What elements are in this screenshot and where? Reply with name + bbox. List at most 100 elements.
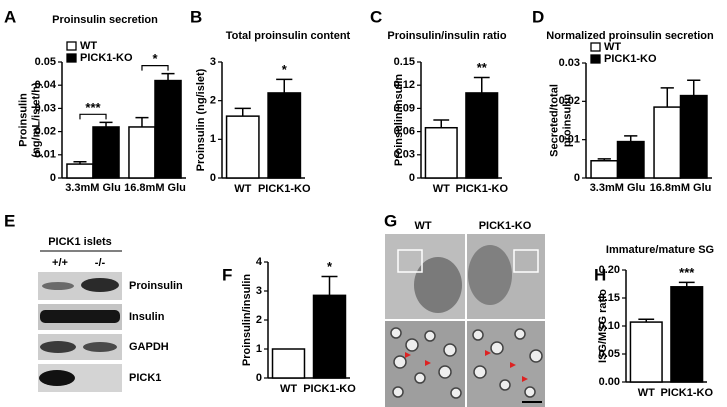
legend-label: WT: [80, 40, 97, 52]
chart-panel: C Proinsulin/insulin ratio Proinsulin/insu…: [370, 7, 508, 194]
bar: [267, 92, 302, 179]
x-tick-label: WT: [638, 387, 655, 399]
band: [40, 341, 76, 353]
y-tick-label: 0.00: [599, 376, 620, 388]
significance-bracket: [141, 65, 169, 71]
y-tick-label: 0.15: [599, 292, 620, 304]
chart-title: Proinsulin/insulin ratio: [387, 30, 506, 42]
legend-label: PICK1-KO: [80, 52, 133, 64]
y-tick-label: 0.09: [394, 102, 415, 114]
y-tick-label: 0.20: [599, 264, 620, 276]
band: [42, 282, 74, 290]
chart-title: Normalized proinsulin secretion: [546, 30, 714, 42]
bar: [92, 126, 120, 179]
error-bar: [276, 78, 293, 93]
nucleus: [468, 245, 512, 305]
significance-bracket: [79, 113, 107, 120]
panel-letter: H: [594, 265, 606, 284]
y-tick-label: 0: [50, 172, 56, 184]
y-tick-label: 3: [210, 56, 216, 68]
blot-panel: E PICK1 islets +/+ -/- Proinsulin Insuli…: [4, 211, 183, 392]
lane-label: -/-: [95, 257, 106, 269]
y-tick-label: 0.01: [559, 134, 580, 146]
nucleus: [414, 257, 462, 313]
blot-row-label: Proinsulin: [129, 280, 183, 292]
granules: [390, 327, 543, 399]
blot-row-label: GAPDH: [129, 341, 169, 353]
band: [83, 342, 117, 352]
error-bar: [161, 72, 175, 81]
chart-panel: B Total proinsulin content Proinsulin (ng/…: [190, 7, 351, 194]
chart-panel: A Proinsulin secretion Proinsulin (ng/mL/is…: [4, 7, 186, 194]
y-axis-label: Secreted/total: [548, 84, 560, 157]
y-axis-label: Proinsulin (ng/islet): [195, 68, 207, 171]
arrowheads: [405, 350, 528, 382]
band: [81, 278, 119, 292]
panel-letter: D: [532, 7, 544, 26]
error-bar: [660, 87, 674, 108]
inset-box: [513, 249, 539, 273]
lane-label: +/+: [52, 257, 68, 269]
bar: [653, 106, 682, 179]
micrograph-label: PICK1-KO: [479, 220, 532, 232]
y-tick-label: 0: [210, 172, 216, 184]
y-axis-label: Proinsulin: [17, 93, 29, 147]
legend-label: WT: [604, 41, 621, 53]
y-axis-label: Proinsulin/insulin: [393, 74, 405, 167]
bar: [670, 286, 704, 383]
error-bar: [624, 135, 638, 142]
chart-title: Proinsulin secretion: [52, 14, 158, 26]
y-tick-label: 0.03: [394, 149, 415, 161]
significance-label: ***: [679, 265, 695, 280]
panel-letter: B: [190, 7, 202, 26]
error-bar: [473, 76, 490, 93]
band: [39, 370, 75, 386]
legend-swatch: [66, 53, 77, 63]
significance-label: *: [282, 62, 288, 77]
x-tick-label: 3.3mM Glu: [65, 182, 121, 194]
x-tick-label: 16.8mM Glu: [650, 182, 712, 194]
y-tick-label: 0.02: [35, 126, 56, 138]
bar: [629, 321, 663, 383]
error-bar: [234, 107, 251, 117]
y-tick-label: 3: [256, 285, 262, 297]
blot-row-label: PICK1: [129, 372, 161, 384]
y-axis-label: ISG/MSG ratio: [597, 289, 609, 363]
chart-title: Total proinsulin content: [226, 30, 351, 42]
y-tick-label: 0.05: [599, 348, 620, 360]
x-tick-label: PICK1-KO: [258, 183, 311, 195]
legend-swatch: [590, 42, 601, 52]
y-tick-label: 1: [210, 133, 216, 145]
legend-label: PICK1-KO: [604, 53, 657, 65]
y-tick-label: 0.05: [35, 56, 56, 68]
y-axis-label: Proinsulin/insulin: [241, 274, 253, 367]
inset-box: [397, 249, 423, 273]
y-tick-label: 0.06: [394, 126, 415, 138]
legend-swatch: [66, 41, 77, 51]
error-bar: [135, 116, 149, 127]
panel-letter: A: [4, 7, 16, 26]
bar: [679, 94, 708, 179]
band: [40, 310, 120, 323]
error-bar: [597, 158, 611, 161]
y-axis-label: (ng/mL/islet/h): [30, 82, 42, 158]
significance-label: *: [327, 259, 333, 274]
bar: [465, 92, 499, 179]
x-tick-label: WT: [280, 383, 297, 395]
bar: [66, 163, 94, 179]
y-axis-label: proinsulin: [561, 94, 573, 147]
panel-letter: G: [384, 211, 397, 230]
x-tick-label: 16.8mM Glu: [124, 182, 186, 194]
significance-label: *: [152, 51, 158, 66]
bar: [312, 294, 347, 379]
panel-letter: E: [4, 211, 15, 230]
bar: [616, 140, 645, 179]
y-tick-label: 0.12: [394, 79, 415, 91]
bar: [271, 348, 306, 379]
error-bar: [638, 318, 655, 323]
y-tick-label: 2: [210, 95, 216, 107]
error-bar: [321, 275, 338, 296]
